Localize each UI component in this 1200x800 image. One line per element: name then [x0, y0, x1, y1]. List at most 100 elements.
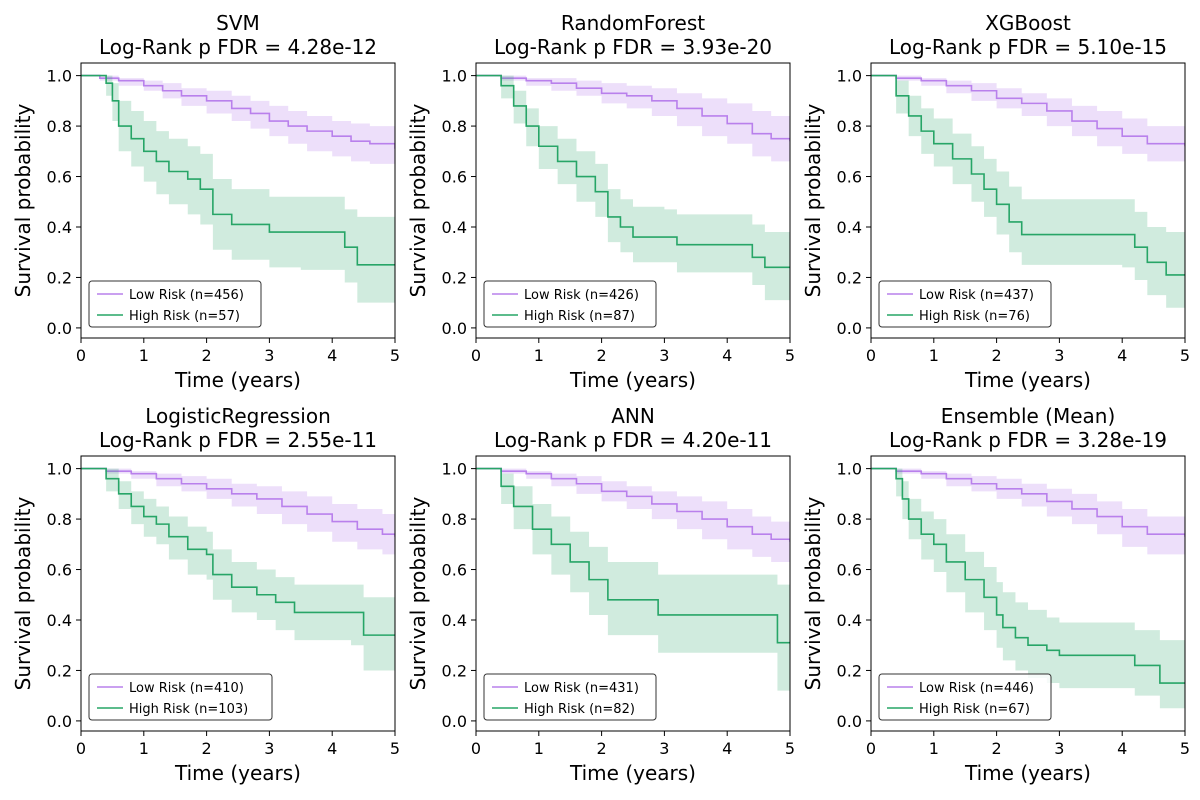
x-tick-label: 1 [929, 739, 939, 758]
y-tick-label: 0.2 [837, 661, 862, 680]
x-axis-label: Time (years) [569, 761, 696, 785]
y-axis-label: Survival probability [406, 103, 430, 297]
x-tick-label: 4 [722, 346, 732, 365]
low-risk-legend-label: Low Risk (n=456) [129, 288, 244, 303]
y-tick-label: 0.4 [442, 611, 467, 630]
high-risk-legend-label: High Risk (n=103) [129, 702, 248, 717]
y-tick-label: 0.8 [442, 117, 467, 136]
x-axis-label: Time (years) [964, 761, 1091, 785]
high-risk-survival-line [81, 467, 395, 636]
high-risk-ci-band [871, 75, 1185, 308]
y-tick-label: 0.6 [442, 561, 467, 580]
legend: Low Risk (n=410) High Risk (n=103) [88, 673, 273, 721]
y-tick-label: 0.2 [442, 268, 467, 287]
x-axis-label: Time (years) [174, 368, 301, 392]
y-tick-label: 0.0 [47, 712, 72, 731]
x-tick-label: 5 [785, 346, 795, 365]
y-axis-label: Survival probability [801, 496, 825, 690]
panel-title: Ensemble (Mean) [941, 404, 1116, 428]
y-tick-label: 0.0 [837, 712, 862, 731]
high-risk-ci-band [476, 468, 790, 691]
panel-title: RandomForest [561, 11, 705, 35]
x-tick-label: 3 [264, 346, 274, 365]
x-tick-label: 5 [1180, 346, 1190, 365]
y-tick-label: 0.8 [47, 117, 72, 136]
y-tick-label: 0.4 [837, 611, 862, 630]
y-tick-label: 0.8 [442, 510, 467, 529]
x-tick-label: 5 [390, 739, 400, 758]
panel-title: XGBoost [985, 11, 1071, 35]
plot-area [871, 74, 1185, 308]
low-risk-survival-line [476, 467, 790, 542]
panel-title: ANN [611, 404, 655, 428]
y-tick-label: 1.0 [47, 460, 72, 479]
high-risk-legend-label: High Risk (n=76) [919, 309, 1030, 324]
panel-subtitle: Log-Rank p FDR = 4.20e-11 [494, 428, 772, 452]
x-tick-label: 2 [597, 739, 607, 758]
x-tick-label: 3 [659, 739, 669, 758]
low-risk-legend-label: Low Risk (n=446) [919, 681, 1034, 696]
low-risk-legend-label: Low Risk (n=437) [919, 288, 1034, 303]
x-tick-label: 1 [139, 739, 149, 758]
x-tick-label: 2 [597, 346, 607, 365]
axes-frame [80, 455, 396, 732]
high-risk-survival-line [476, 467, 790, 644]
legend-box [483, 280, 657, 328]
y-axis-label: Survival probability [406, 496, 430, 690]
x-tick-label: 3 [1054, 739, 1064, 758]
axes-frame [870, 455, 1186, 732]
y-tick-label: 0.0 [442, 712, 467, 731]
x-tick-label: 4 [327, 739, 337, 758]
y-tick-label: 0.6 [442, 168, 467, 187]
high-risk-survival-line [81, 74, 395, 266]
legend-box [483, 673, 657, 721]
panel: Ensemble (Mean)Log-Rank p FDR = 3.28e-19… [801, 404, 1190, 785]
y-axis-label: Survival probability [11, 103, 35, 297]
y-tick-label: 0.2 [47, 661, 72, 680]
y-tick-label: 0.8 [47, 510, 72, 529]
x-tick-label: 3 [264, 739, 274, 758]
y-tick-label: 0.0 [47, 319, 72, 338]
x-tick-label: 0 [866, 346, 876, 365]
x-tick-label: 4 [327, 346, 337, 365]
y-tick-label: 0.6 [837, 561, 862, 580]
y-tick-label: 0.4 [47, 611, 72, 630]
x-tick-label: 1 [139, 346, 149, 365]
x-tick-label: 2 [992, 739, 1002, 758]
axes-frame [870, 62, 1186, 339]
panel-subtitle: Log-Rank p FDR = 3.28e-19 [889, 428, 1167, 452]
x-tick-label: 5 [785, 739, 795, 758]
low-risk-legend-label: Low Risk (n=431) [524, 681, 639, 696]
y-tick-label: 0.6 [837, 168, 862, 187]
high-risk-survival-line [476, 74, 790, 269]
axes-frame [475, 455, 791, 732]
x-tick-label: 1 [534, 739, 544, 758]
low-risk-survival-line [871, 74, 1185, 147]
legend: Low Risk (n=431) High Risk (n=82) [483, 673, 657, 721]
x-tick-label: 1 [534, 346, 544, 365]
y-tick-label: 0.6 [47, 168, 72, 187]
axes-frame [475, 62, 791, 339]
x-tick-label: 0 [866, 739, 876, 758]
y-tick-label: 0.6 [47, 561, 72, 580]
high-risk-survival-line [871, 74, 1185, 276]
y-tick-label: 0.2 [442, 661, 467, 680]
panel-subtitle: Log-Rank p FDR = 4.28e-12 [99, 35, 377, 59]
panel-subtitle: Log-Rank p FDR = 2.55e-11 [99, 428, 377, 452]
low-risk-ci-band [871, 468, 1185, 557]
high-risk-ci-band [81, 468, 395, 671]
high-risk-legend-label: High Risk (n=57) [129, 309, 240, 324]
low-risk-legend-label: Low Risk (n=426) [524, 288, 639, 303]
plot-area [81, 74, 395, 303]
legend-box [878, 673, 1052, 721]
y-tick-label: 0.2 [47, 268, 72, 287]
x-axis-label: Time (years) [964, 368, 1091, 392]
high-risk-legend-label: High Risk (n=87) [524, 309, 635, 324]
legend: Low Risk (n=437) High Risk (n=76) [878, 280, 1052, 328]
low-risk-ci-band [81, 75, 395, 169]
plot-area [871, 467, 1185, 709]
y-tick-label: 1.0 [442, 67, 467, 86]
